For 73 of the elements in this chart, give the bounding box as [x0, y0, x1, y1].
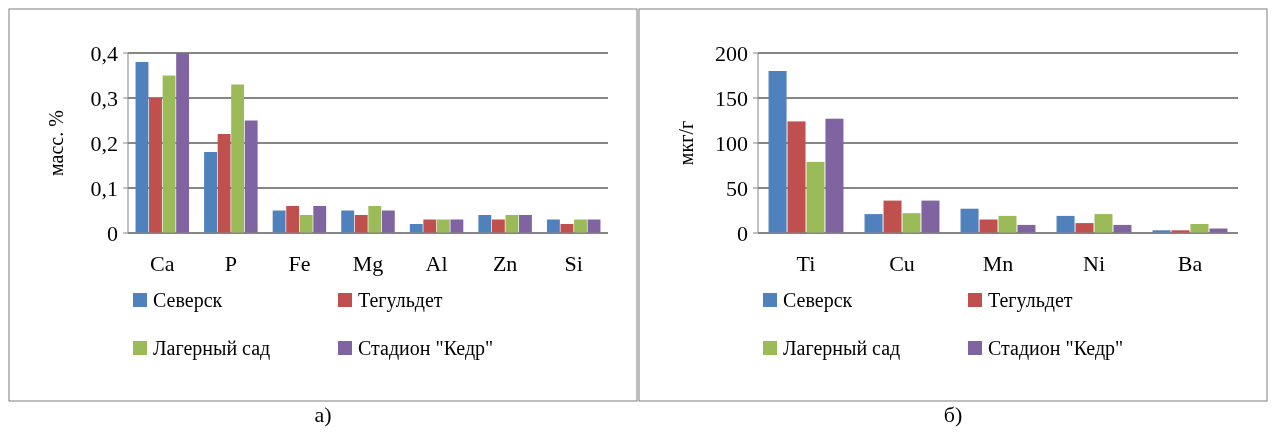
y-tick-label: 0	[107, 220, 118, 246]
x-tick-label: Zn	[492, 251, 518, 276]
y-tick-label: 0,3	[90, 85, 118, 111]
bar	[368, 206, 382, 233]
y-axis-title: масс. %	[45, 110, 67, 176]
bar	[204, 152, 217, 233]
y-tick-label: 100	[715, 130, 748, 156]
y-tick-label: 0,1	[90, 175, 118, 201]
bar	[960, 208, 979, 233]
y-tick-label: 150	[715, 85, 748, 111]
x-tick-label: Ti	[796, 251, 816, 276]
x-tick-label: Si	[564, 251, 583, 276]
y-tick-label: 0,2	[90, 130, 118, 156]
bar	[244, 120, 258, 233]
bar	[864, 214, 883, 233]
text: б)	[943, 402, 963, 427]
x-tick-label: P	[224, 251, 237, 276]
bar	[519, 215, 532, 233]
bar	[162, 75, 176, 233]
bar	[902, 213, 921, 233]
bar	[341, 210, 355, 233]
x-tick-label: Al	[425, 251, 448, 276]
x-tick-label: Mg	[352, 251, 384, 276]
bar	[1094, 214, 1113, 233]
bar	[998, 215, 1017, 233]
bar	[423, 219, 437, 233]
bar	[354, 215, 368, 233]
bar	[1056, 215, 1075, 233]
legend-label: Тегульдет	[988, 289, 1073, 312]
bar	[787, 121, 806, 233]
x-tick-label: Ba	[1177, 251, 1203, 276]
bar	[272, 210, 286, 233]
bar	[176, 53, 190, 233]
bar	[768, 71, 787, 233]
bar	[546, 219, 560, 233]
y-axis-title: мкг/г	[675, 120, 697, 166]
bar	[806, 161, 825, 233]
bar	[135, 62, 149, 233]
y-tick-label: 0,4	[90, 40, 118, 66]
bar	[409, 224, 423, 233]
bar	[491, 219, 505, 233]
bar	[574, 219, 587, 233]
y-tick-label: 200	[715, 40, 748, 66]
y-tick-label: 50	[726, 175, 748, 201]
bar	[436, 219, 450, 233]
bar	[231, 84, 245, 233]
bar	[883, 200, 902, 233]
bar	[381, 210, 395, 233]
bar	[1075, 223, 1094, 233]
legend-label: Стадион "Кедр"	[358, 337, 494, 360]
x-tick-label: Ni	[1083, 251, 1105, 276]
bar	[921, 200, 940, 233]
legend-label: Лагерный сад	[783, 337, 901, 360]
text: а)	[314, 402, 332, 427]
bar	[149, 98, 162, 233]
x-tick-label: Cu	[889, 251, 915, 276]
legend-label: Стадион "Кедр"	[988, 337, 1124, 360]
legend-label: Лагерный сад	[153, 337, 271, 360]
bar	[478, 215, 492, 233]
bar	[286, 206, 300, 233]
x-tick-label: Ca	[150, 251, 175, 276]
legend-label: Северск	[783, 289, 853, 312]
x-tick-label: Mn	[982, 251, 1014, 276]
bar	[505, 215, 519, 233]
legend-label: Северск	[153, 289, 223, 312]
y-tick-label: 0	[737, 220, 748, 246]
bar	[217, 134, 231, 233]
bar	[450, 219, 464, 233]
bar	[825, 118, 844, 233]
bar	[299, 215, 313, 233]
legend-label: Тегульдет	[358, 289, 443, 312]
bar	[313, 206, 327, 233]
x-tick-label: Fe	[288, 251, 311, 276]
